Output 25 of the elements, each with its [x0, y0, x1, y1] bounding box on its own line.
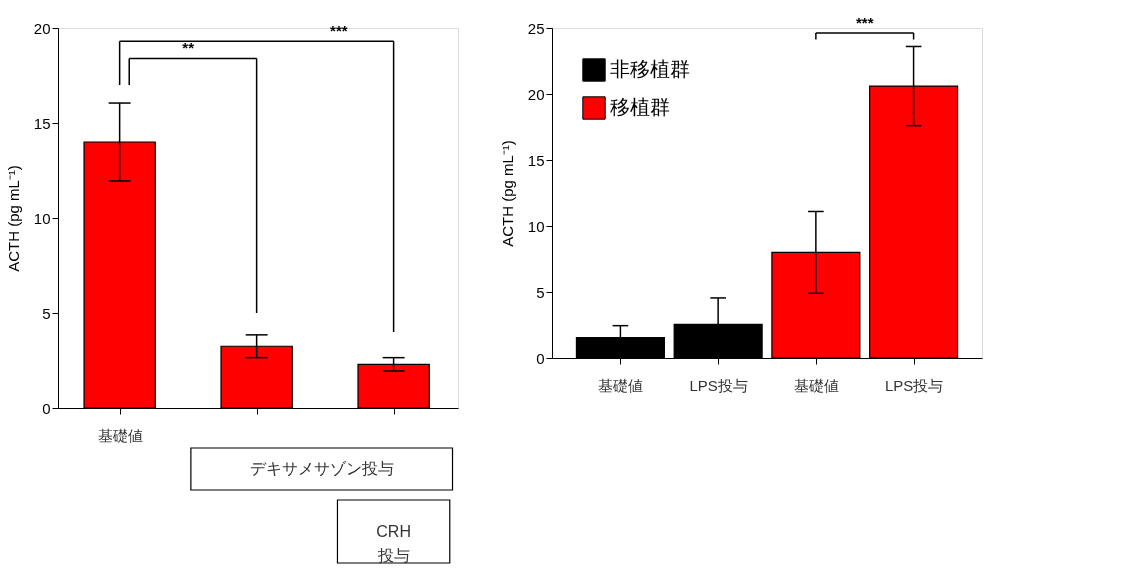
y-tick-label: 0 — [42, 399, 51, 417]
y-tick-label: 5 — [42, 304, 51, 322]
y-axis-title: ACTH (pg mL⁻¹) — [4, 165, 22, 272]
y-tick-label: 20 — [527, 85, 545, 103]
x-tick-label: LPS投与 — [884, 376, 944, 394]
y-tick-label: 10 — [527, 217, 545, 235]
y-tick-label: 10 — [33, 209, 51, 227]
y-tick-label: 20 — [33, 19, 51, 37]
text: CRH 投与 — [376, 523, 411, 564]
y-tick-label: 25 — [527, 19, 545, 37]
legend-label: 移植群 — [610, 96, 670, 118]
x-tick-label: 基礎値 — [793, 376, 839, 394]
text: デキサメサゾン投与 — [249, 460, 394, 477]
y-tick-label: 0 — [536, 349, 545, 367]
x-tick-label: LPS投与 — [689, 376, 748, 394]
y-tick-label: 5 — [536, 283, 545, 301]
y-axis-title: ACTH (pg mL⁻¹) — [498, 140, 516, 247]
annotation: ** — [182, 39, 195, 57]
x-tick-label: 基礎値 — [97, 426, 143, 444]
annotation: *** — [855, 13, 874, 31]
y-tick-label: 15 — [527, 151, 545, 169]
legend-label: 非移植群 — [610, 58, 690, 80]
y-tick-label: 15 — [33, 114, 51, 132]
annotation: *** — [330, 22, 348, 40]
x-tick-label: 基礎値 — [598, 376, 644, 394]
